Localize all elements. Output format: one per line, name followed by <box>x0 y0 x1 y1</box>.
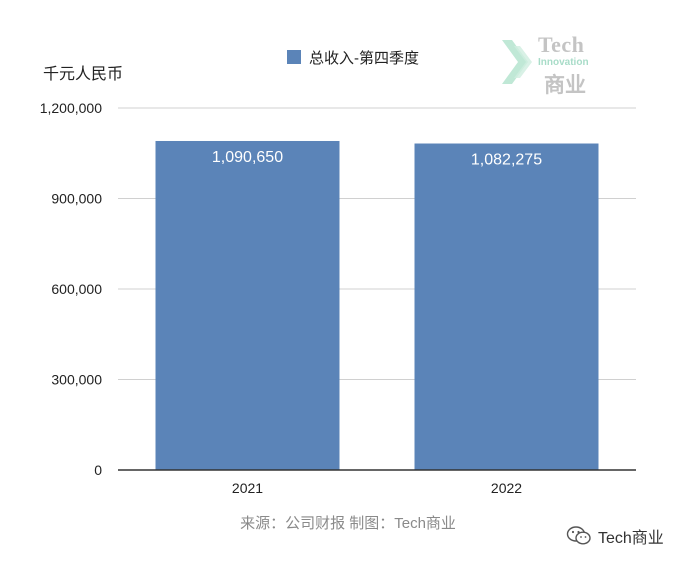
bars: 1,090,650 1,082,275 <box>155 140 599 470</box>
brand-logo: Tech Innovation 商业 <box>500 32 610 97</box>
bar <box>155 140 340 470</box>
logo-arrow-icon <box>502 40 532 84</box>
wechat-icon <box>566 526 591 545</box>
axes: 0 300,000 600,000 900,000 1,200,000 2021 2022 <box>40 100 636 496</box>
y-tick-label: 900,000 <box>51 191 102 207</box>
y-tick-label: 0 <box>94 462 102 478</box>
x-tick-label: 2021 <box>232 480 263 496</box>
legend-label: 总收入-第四季度 <box>309 49 419 67</box>
y-tick-label: 1,200,000 <box>40 100 102 116</box>
data-label: 1,082,275 <box>471 152 542 169</box>
legend-swatch <box>287 50 301 64</box>
x-tick-label: 2022 <box>491 480 522 496</box>
y-axis-unit-label: 千元人民币 <box>43 66 124 83</box>
source-note: 来源：公司财报 制图：Tech商业 <box>240 515 456 532</box>
bar <box>414 143 599 470</box>
y-tick-label: 300,000 <box>51 372 102 388</box>
watermark-text: Tech商业 <box>598 530 664 547</box>
logo-text-business: 商业 <box>544 73 586 97</box>
chart-legend: 总收入-第四季度 <box>287 47 419 67</box>
logo-text-innovation: Innovation <box>538 57 589 68</box>
data-label: 1,090,650 <box>212 149 283 166</box>
watermark: Tech商业 <box>566 524 664 548</box>
logo-text-tech: Tech <box>538 32 585 57</box>
y-tick-label: 600,000 <box>51 281 102 297</box>
